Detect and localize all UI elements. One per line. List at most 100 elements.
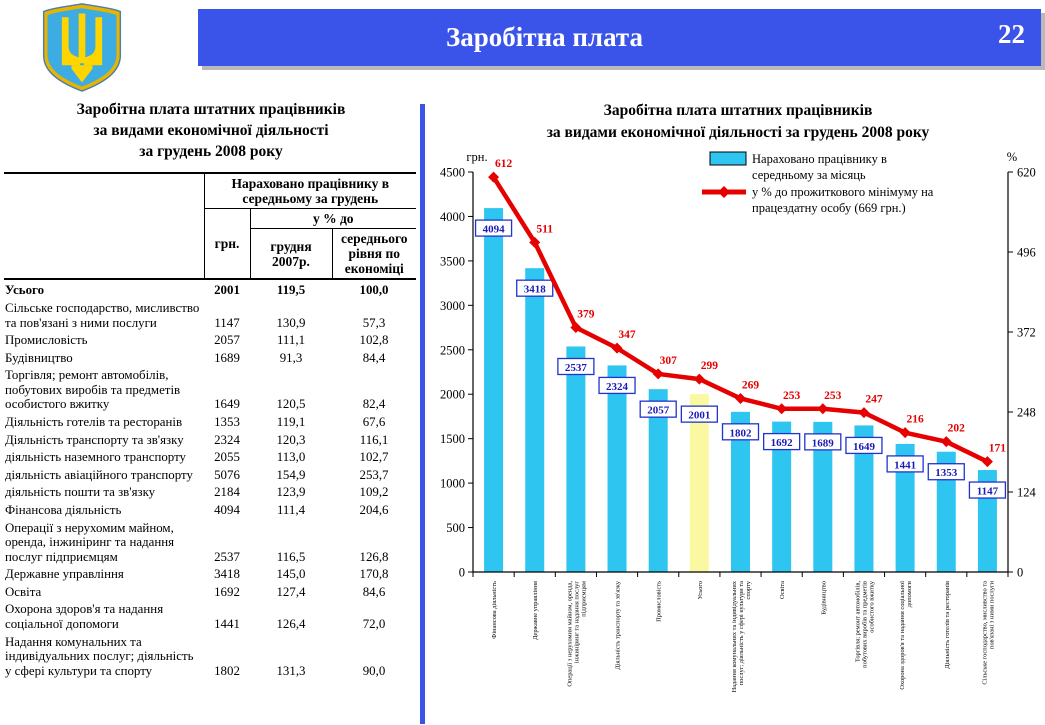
value-uah: 1353 xyxy=(214,415,240,430)
value-pct-avg: 204,6 xyxy=(359,502,389,517)
table-title-line-3: за грудень 2008 року xyxy=(139,142,283,160)
bar-value-label-box xyxy=(680,405,718,423)
table-row: Охорона здоров'я та надання соціальної д… xyxy=(4,599,416,631)
emblem-trident xyxy=(61,13,103,83)
x-category-label: спорту xyxy=(745,580,752,599)
table-row: Операції з нерухомим майном, оренда, інж… xyxy=(4,518,416,565)
bar-value-label-box xyxy=(474,219,513,237)
line-value-label: 253 xyxy=(824,390,842,402)
x-category-label: Надання комунальних та індивідуальних xyxy=(731,580,738,692)
line-point xyxy=(940,436,952,448)
value-uah: 2001 xyxy=(214,283,240,298)
left-tick-label: 500 xyxy=(446,521,465,535)
table-row: Освіта 1692 127,4 84,6 xyxy=(4,582,416,600)
legend-line-label: у % до прожиткового мінімуму на xyxy=(752,185,934,199)
left-tick-label: 1500 xyxy=(440,432,465,446)
panel-divider xyxy=(420,104,425,724)
line-value-label: 307 xyxy=(660,355,678,367)
bar-value-label: 1441 xyxy=(894,459,916,471)
value-pct-avg: 116,1 xyxy=(359,432,389,447)
value-uah: 2055 xyxy=(214,450,240,465)
legend-line-marker xyxy=(718,186,730,198)
value-pct-2007: 154,9 xyxy=(276,467,306,482)
page-number: 22 xyxy=(998,19,1025,49)
table-title-line-2: за видами економічної діяльності xyxy=(93,121,329,139)
value-pct-avg: 72,0 xyxy=(362,616,386,631)
table-title-line-1: Заробітна плата штатних працівників xyxy=(76,101,346,118)
table-row: Державне управління 3418 145,0 170,8 xyxy=(4,564,416,582)
bar-value-label: 1353 xyxy=(935,467,958,479)
table-row: Усього 2001 119,5 100,0 xyxy=(4,279,416,298)
left-tick-label: 1000 xyxy=(440,477,465,491)
line-value-label: 269 xyxy=(742,379,760,391)
table-row: діяльність пошти та зв'язку 2184 123,9 109,… xyxy=(4,482,416,500)
value-uah: 1692 xyxy=(214,584,240,599)
value-uah: 2184 xyxy=(214,485,240,500)
line-point xyxy=(858,407,870,419)
line-value-label: 247 xyxy=(865,394,883,406)
legend-bar-label: середньому за місяць xyxy=(752,168,866,182)
row-label: Будівництво xyxy=(5,350,73,365)
value-pct-avg: 90,0 xyxy=(362,663,386,678)
x-category-label: Фінансова діяльність xyxy=(491,581,498,639)
x-category-label: Державне управління xyxy=(532,581,539,640)
x-category-label: підприємцям xyxy=(580,581,587,617)
table-row: Діяльність транспорту та зв'язку 2324 120,… xyxy=(4,430,416,448)
row-label: діяльність наземного транспорту xyxy=(5,450,186,465)
bar xyxy=(854,425,874,572)
value-uah: 4094 xyxy=(214,502,240,517)
value-uah: 1441 xyxy=(214,616,240,631)
bar-value-label-box xyxy=(927,463,965,481)
bar xyxy=(813,421,833,572)
line-value-label: 171 xyxy=(989,443,1007,455)
x-category-label: Діяльність готелів та ресторанів xyxy=(944,581,951,669)
line-value-label: 511 xyxy=(536,223,553,235)
bar-value-label-box xyxy=(886,455,924,473)
table-row: Торгівля; ремонт автомобілів, побутових … xyxy=(4,365,416,412)
table-row: Діяльність готелів та ресторанів 1353 119,… xyxy=(4,412,416,430)
line-value-label: 612 xyxy=(495,158,513,170)
value-pct-2007: 127,4 xyxy=(276,584,306,599)
line-point xyxy=(899,427,911,439)
right-tick-label: 124 xyxy=(1017,486,1037,500)
value-pct-avg: 67,6 xyxy=(362,415,386,430)
title-banner: Заробітна плата 22 xyxy=(198,9,1041,66)
table-row: діяльність наземного транспорту 2055 113,0… xyxy=(4,447,416,465)
bar-value-label-box xyxy=(557,357,595,376)
value-pct-avg: 57,3 xyxy=(362,315,386,330)
bar xyxy=(484,208,504,572)
bar-value-label: 1147 xyxy=(977,486,999,498)
legend-line-label: працездатну особу (669 грн.) xyxy=(752,201,906,215)
bar-value-label-box xyxy=(639,400,677,418)
bar-value-label-box xyxy=(516,279,554,297)
line-point xyxy=(529,236,541,248)
legend-bar-label: Нараховано працівнику в xyxy=(752,152,887,166)
value-pct-avg: 102,7 xyxy=(359,450,389,465)
bar xyxy=(607,365,627,572)
row-label: Охорона здоров'я та надання соціальної д… xyxy=(5,602,164,631)
row-label: Усього xyxy=(5,283,45,298)
line-point xyxy=(611,342,623,354)
bar-value-label-box xyxy=(721,423,760,441)
x-category-label: Операції з нерухомим майном, оренда, xyxy=(566,581,573,687)
left-tick-label: 0 xyxy=(459,566,465,580)
chart-title: за видами економічної діяльності за груд… xyxy=(547,124,930,141)
bar-value-label-box xyxy=(804,433,842,451)
right-tick-label: 0 xyxy=(1017,566,1023,580)
bar xyxy=(689,394,709,572)
chart-panel: Заробітна плата штатних працівників за ви… xyxy=(430,100,1045,725)
row-label: Операції з нерухомим майном, оренда, інж… xyxy=(5,520,175,564)
value-pct-2007: 111,1 xyxy=(276,333,306,348)
table-header-dec2007: грудня 2007р. xyxy=(249,228,332,281)
bar-value-label: 2537 xyxy=(565,362,588,374)
line-value-label: 379 xyxy=(577,308,595,320)
value-pct-2007: 91,3 xyxy=(279,350,303,365)
x-category-label: особистого вжитку xyxy=(868,580,875,633)
line-value-label: 299 xyxy=(701,360,719,372)
value-pct-2007: 120,5 xyxy=(276,397,306,412)
line-point xyxy=(735,392,746,404)
line-point xyxy=(817,403,829,415)
bar xyxy=(895,443,915,572)
x-category-label: Промисловість xyxy=(656,581,663,622)
